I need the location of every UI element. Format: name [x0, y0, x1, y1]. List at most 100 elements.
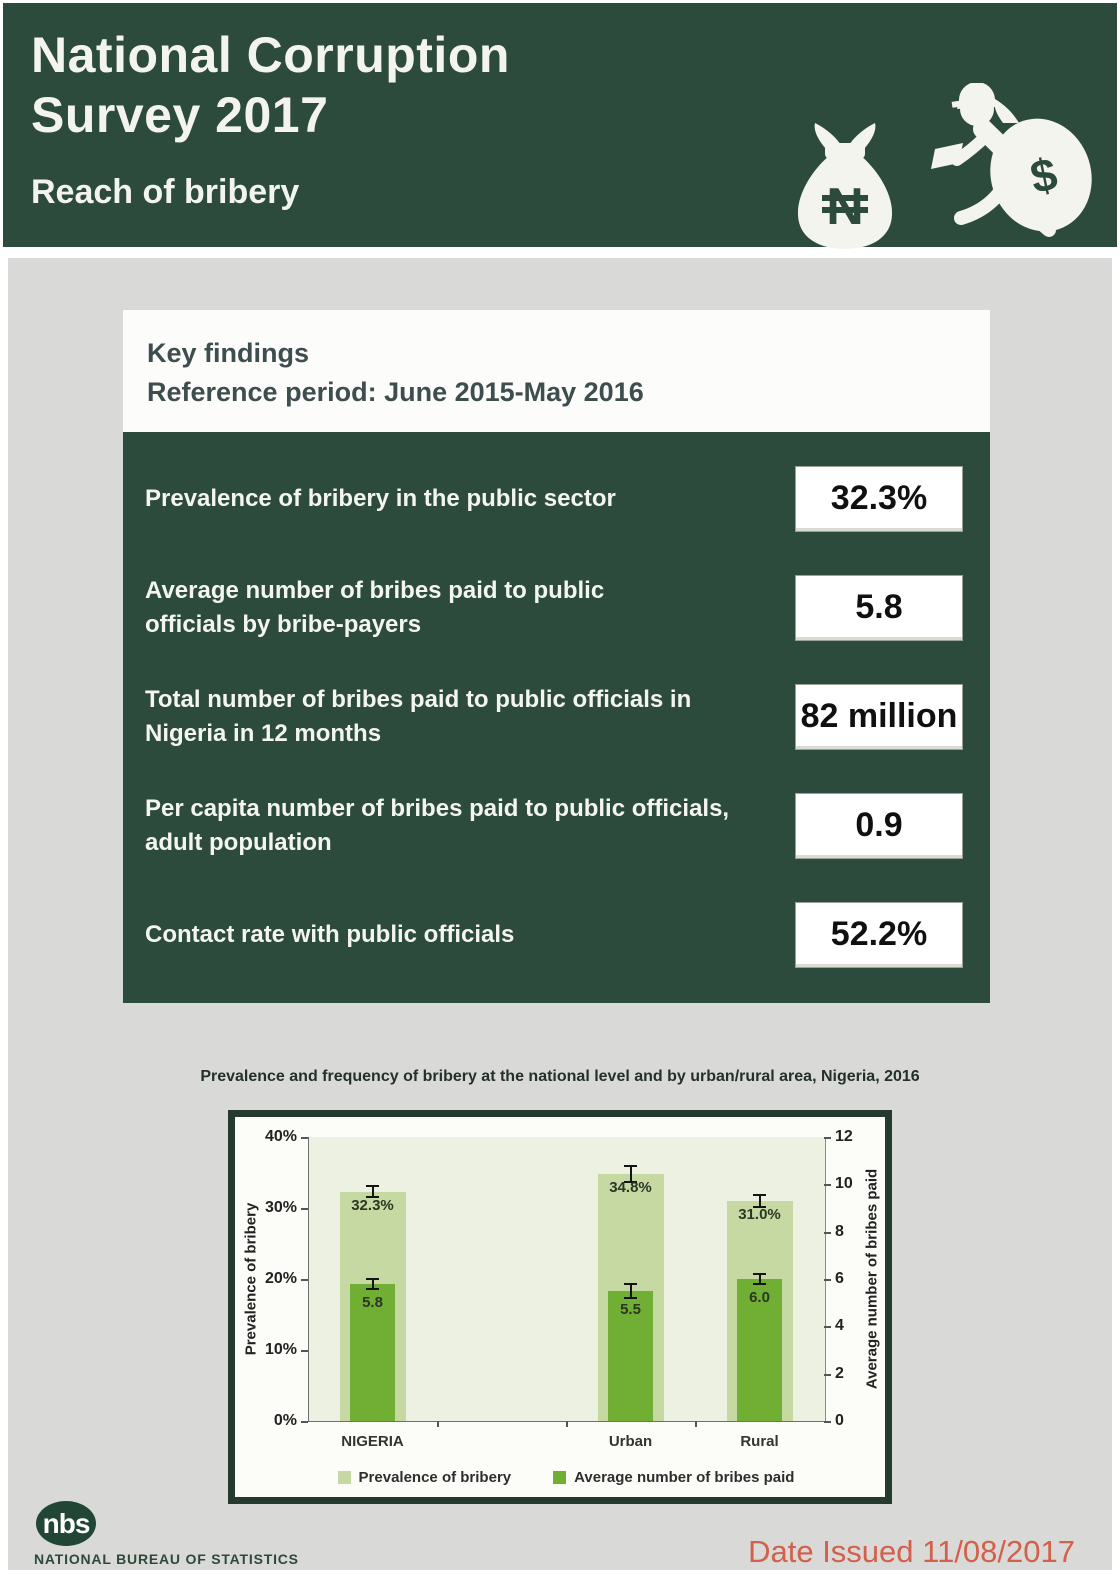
finding-row: Total number of bribes paid to public of…	[145, 662, 963, 771]
page-title-line2: Survey 2017	[31, 87, 329, 143]
x-axis-tick	[437, 1421, 439, 1427]
error-bar-cap	[366, 1196, 379, 1199]
header-icons: N $	[789, 81, 1099, 258]
left-axis-tick-label: 10%	[264, 1341, 297, 1358]
legend-item: Average number of bribes paid	[553, 1469, 794, 1486]
finding-row: Contact rate with public officials 52.2%	[145, 880, 963, 989]
error-bar-cap	[753, 1193, 766, 1196]
legend-swatch-icon	[553, 1471, 567, 1484]
left-axis-tick-label: 40%	[264, 1128, 297, 1145]
right-axis-tick	[824, 1373, 831, 1376]
error-bar	[366, 1277, 379, 1290]
bar-value-label: 34.8%	[609, 1178, 652, 1196]
legend-swatch-icon	[337, 1471, 351, 1484]
category-label-rural: Rural	[740, 1433, 779, 1450]
finding-label: Contact rate with public officials	[145, 920, 515, 948]
error-bar-cap	[753, 1205, 766, 1208]
key-findings-header: Key findings Reference period: June 2015…	[123, 310, 990, 433]
left-axis-tick	[301, 1208, 308, 1210]
error-bar-stem	[629, 1164, 632, 1184]
bar-value-label: 31.0%	[738, 1205, 781, 1223]
left-axis-tick-label: 0%	[273, 1412, 297, 1429]
error-bar-cap	[366, 1277, 379, 1280]
error-bar-stem	[629, 1282, 632, 1300]
right-axis-tick	[824, 1137, 831, 1139]
category-label-nigeria: NIGERIA	[341, 1433, 404, 1450]
left-axis-tick	[301, 1279, 308, 1281]
x-axis-tick	[695, 1421, 697, 1427]
error-bar-cap	[753, 1282, 766, 1285]
finding-label: Average number of bribes paid to public …	[145, 577, 605, 638]
left-axis-tick-label: 30%	[264, 1199, 297, 1216]
right-axis-tick	[824, 1184, 831, 1187]
nbs-logo-text: nbs	[42, 1507, 91, 1539]
error-bar-stem	[758, 1193, 761, 1208]
error-bar	[624, 1164, 637, 1184]
error-bar	[366, 1185, 379, 1199]
finding-row: Prevalence of bribery in the public sect…	[145, 444, 963, 553]
legend-label: Average number of bribes paid	[574, 1469, 795, 1486]
right-axis-tick-label: 0	[835, 1412, 844, 1429]
chart-bar-frequency-nigeria	[350, 1283, 395, 1421]
right-axis-tick-label: 4	[835, 1317, 844, 1335]
chart-area: 0% 10% 20% 30% 40% 0 2 4 6 8 10 12 Prevalence of bri…	[235, 1117, 885, 1497]
error-bar-cap	[753, 1273, 766, 1276]
error-bar-cap	[366, 1185, 379, 1188]
reference-period: Reference period: June 2015-May 2016	[147, 377, 644, 408]
right-axis-title: Average number of bribes paid	[863, 1168, 881, 1390]
chart-bar-frequency-urban	[608, 1290, 653, 1421]
key-findings-body: Prevalence of bribery in the public sect…	[123, 432, 990, 1004]
error-bar-stem	[371, 1277, 374, 1290]
error-bar-cap	[624, 1282, 637, 1285]
bar-value-label: 32.3%	[351, 1196, 394, 1214]
right-axis-tick	[824, 1326, 831, 1329]
right-axis-tick	[824, 1231, 831, 1234]
naira-symbol: N	[822, 178, 868, 236]
category-label-urban: Urban	[608, 1433, 653, 1450]
finding-label: Total number of bribes paid to public of…	[145, 686, 692, 747]
left-axis-title: Prevalence of bribery	[242, 1202, 260, 1356]
finding-row: Average number of bribes paid to public …	[145, 553, 963, 662]
finding-value-box: 0.9	[795, 792, 963, 859]
thief-money-sack-icon: $	[931, 81, 1092, 237]
bar-value-label: 6.0	[749, 1289, 770, 1306]
left-axis-tick	[301, 1137, 308, 1139]
finding-value-box: 32.3%	[795, 465, 963, 532]
chart-card: 0% 10% 20% 30% 40% 0 2 4 6 8 10 12 Prevalence of bri…	[228, 1110, 892, 1504]
bar-value-label: 5.5	[620, 1300, 641, 1318]
finding-row: Per capita number of bribes paid to publ…	[145, 771, 963, 880]
error-bar-cap	[624, 1164, 637, 1167]
header-band: National Corruption Survey 2017 Reach of…	[3, 3, 1117, 249]
error-bar	[753, 1193, 766, 1208]
left-axis-tick-label: 20%	[264, 1270, 297, 1287]
right-axis-tick-label: 2	[835, 1364, 844, 1382]
error-bar-stem	[371, 1185, 374, 1199]
right-axis-tick	[824, 1279, 831, 1281]
legend-item: Prevalence of bribery	[337, 1469, 511, 1486]
bar-value-label: 5.8	[362, 1293, 383, 1311]
error-bar-cap	[366, 1287, 379, 1290]
page-subtitle: Reach of bribery	[31, 173, 300, 211]
error-bar-stem	[758, 1273, 761, 1285]
right-axis-tick	[824, 1421, 831, 1423]
finding-value-box: 5.8	[795, 574, 963, 641]
right-axis-tick-label: 6	[835, 1270, 844, 1287]
finding-value-box: 82 million	[795, 683, 963, 750]
x-axis-tick	[566, 1421, 568, 1427]
date-issued: Date Issued 11/08/2017	[748, 1534, 1075, 1569]
error-bar	[753, 1273, 766, 1285]
left-axis-tick	[301, 1350, 308, 1352]
finding-label: Per capita number of bribes paid to publ…	[145, 795, 730, 856]
right-axis-tick-label: 12	[835, 1128, 853, 1145]
organization-name: NATIONAL BUREAU OF STATISTICS	[34, 1551, 299, 1567]
money-icons-graphic: N $	[797, 81, 1092, 249]
finding-value-box: 52.2%	[795, 901, 963, 968]
error-bar-cap	[624, 1181, 637, 1184]
key-findings-heading: Key findings	[147, 338, 310, 368]
right-axis-tick-label: 10	[835, 1175, 853, 1193]
nbs-logo: nbs	[36, 1501, 96, 1546]
money-bag-naira-icon: N	[797, 123, 893, 249]
chart-title: Prevalence and frequency of bribery at t…	[200, 1068, 920, 1085]
error-bar	[624, 1282, 637, 1300]
